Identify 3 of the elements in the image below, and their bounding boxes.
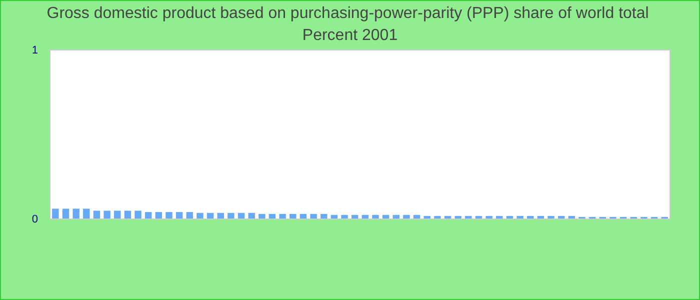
- y-tick-label: 1: [32, 44, 38, 57]
- y-tick-label: 0: [32, 214, 38, 226]
- chart-title: Gross domestic product based on purchasing-power-parity (PPP) share of world total Percent 2001: [46, 5, 654, 44]
